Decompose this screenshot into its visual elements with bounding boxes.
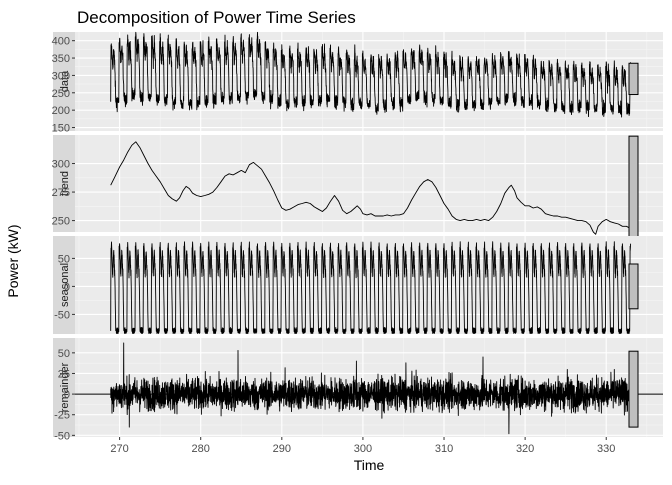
x-tick-label: 280 [192,443,210,455]
y-tick-label: 300 [52,70,70,82]
strip-background [53,135,75,232]
y-tick-label: 50 [58,348,70,360]
series-line-data [110,31,632,118]
y-tick-label: 200 [52,105,70,117]
x-tick-label: 320 [516,443,534,455]
x-axis: 270 280 290 300 310 320 330 [110,437,615,455]
panel-remainder: remainder -50 -25 0 25 50 [53,338,663,442]
panels-layer: data150200250300350400trend250275300seas… [52,31,663,442]
y-tick-label: -25 [54,410,70,422]
y-tick-label: -50 [54,309,70,321]
y-tick-label: 250 [52,216,70,228]
y-tick-label: 250 [52,88,70,100]
y-tick-label: 350 [52,53,70,65]
panel-background [75,135,663,232]
series-line-trend [110,141,631,235]
x-tick-label: 300 [354,443,372,455]
strip-background [53,338,75,437]
y-tick-label: 25 [58,368,70,380]
y-tick-label: -50 [54,430,70,442]
x-tick-label: 290 [273,443,291,455]
scale-bar-remainder [628,350,639,428]
panel-data: data 150 200 250 300 350 400 [52,31,663,135]
scale-bar-seasonal [628,263,639,310]
y-axis-label: Power (kW) [5,224,21,297]
y-tick-label: 300 [52,159,70,171]
panel-seasonal: seasonal -50 0 50 [53,236,663,334]
strip-label-trend: trend [59,171,71,196]
chart-title: Decomposition of Power Time Series [77,8,356,27]
y-tick-label: 0 [64,389,70,401]
y-tick-label: 400 [52,36,70,48]
panel-trend: trend 250 275 300 [52,135,663,239]
strip-label-remainder: remainder [59,362,71,412]
x-tick-label: 310 [435,443,453,455]
y-tick-label: 275 [52,187,70,199]
series-line-remainder [110,342,632,435]
series-line-seasonal [110,241,632,334]
strip-label-seasonal: seasonal [59,263,71,307]
scale-bar-trend [628,135,639,239]
strip-background [53,32,75,131]
strip-background [53,236,75,334]
y-tick-label: 50 [58,253,70,265]
y-tick-label: 0 [64,281,70,293]
scale-bar-data [628,62,639,96]
x-tick-label: 330 [597,443,615,455]
strip-label-data: data [59,70,71,92]
x-axis-label: Time [354,457,385,473]
x-tick-label: 270 [110,443,128,455]
panel-background [75,236,663,334]
y-tick-label: 150 [52,123,70,135]
